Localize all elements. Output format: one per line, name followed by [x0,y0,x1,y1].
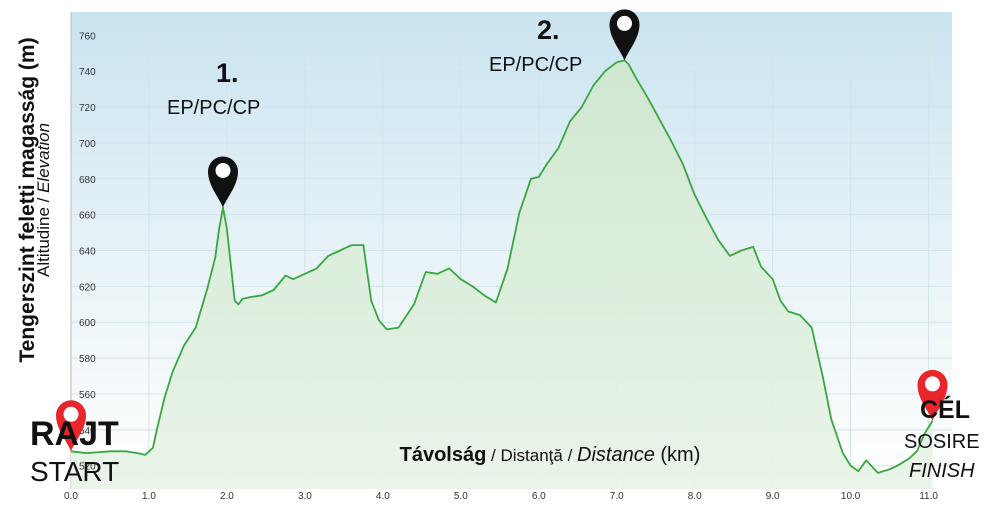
y-tick-label: 740 [79,67,96,78]
cp2-pin-body [609,9,640,61]
finish-pin-body [917,369,948,421]
y-axis-subtitle-en: Elevation [34,122,53,193]
x-tick-label: 10.0 [841,491,861,502]
cp1-pin-hole [215,163,231,178]
x-axis-unit: (km) [654,444,701,466]
y-tick-label: 660 [79,211,96,222]
checkpoint-1-number: 1. [216,58,239,88]
y-tick-label: 680 [79,175,96,186]
x-tick-label: 6.0 [532,491,546,502]
x-tick-label: 2.0 [220,491,234,502]
finish-pin-icon [917,369,948,421]
finish-pin-hole [925,376,940,392]
markers [56,9,948,452]
cp2-pin-icon [609,9,640,61]
y-tick-label: 720 [79,103,96,114]
x-tick-label: 3.0 [298,491,312,502]
cp2-pin-hole [617,15,632,31]
elevation-area [70,59,934,490]
x-tick-label: 8.0 [688,491,702,502]
axis-ticks: 520 540 560 580 600 620 640 660 680 700 720 740 760 0… [64,31,938,502]
y-axis-subtitle-ro: Altitudine / [34,192,53,278]
start-pin-body [56,400,86,452]
x-tick-label: 4.0 [376,491,390,502]
y-tick-label: 520 [79,462,96,473]
y-tick-label: 580 [79,354,96,365]
start-label: RAJT [30,415,119,453]
y-tick-label: 620 [79,282,96,293]
elevation-line [70,59,934,474]
x-axis-sep-1: / [486,446,501,465]
y-tick-label: 760 [79,31,96,42]
start-sublabel: START [30,456,120,487]
x-axis-title-en: Distance [577,444,655,466]
cp1-pin-body [208,156,238,208]
y-tick-label: 560 [79,390,96,401]
x-tick-label: 11.0 [919,491,938,502]
x-tick-label: 0.0 [64,491,78,502]
y-tick-label: 540 [79,426,96,437]
finish-sublabel-ro: SOSIRE [904,431,980,453]
x-tick-label: 7.0 [610,491,624,502]
start-pin-icon [56,400,86,452]
x-tick-label: 5.0 [454,491,468,502]
finish-label: CÉL [920,396,970,424]
x-tick-label: 1.0 [142,491,156,502]
x-tick-label: 9.0 [766,491,780,502]
y-tick-label: 640 [79,247,96,258]
finish-sublabel-en: FINISH [909,460,975,482]
checkpoint-1-label: EP/PC/CP [167,97,261,119]
y-axis-subtitle: Altitudine / Elevation [34,123,54,277]
start-pin-hole [63,406,79,422]
cp1-pin-icon [208,156,238,208]
x-axis-title-ro: Distanţă [500,446,563,465]
checkpoint-2-number: 2. [537,15,560,45]
elevation-fill [71,60,933,490]
y-tick-label: 700 [79,139,96,150]
x-axis-title-hu: Távolság [399,444,487,466]
checkpoint-2-label: EP/PC/CP [489,54,583,76]
x-axis-sep-2: / [562,446,578,465]
x-axis-title: Távolság / Distanţă / Distance (km) [400,444,701,467]
y-tick-label: 600 [79,318,96,329]
